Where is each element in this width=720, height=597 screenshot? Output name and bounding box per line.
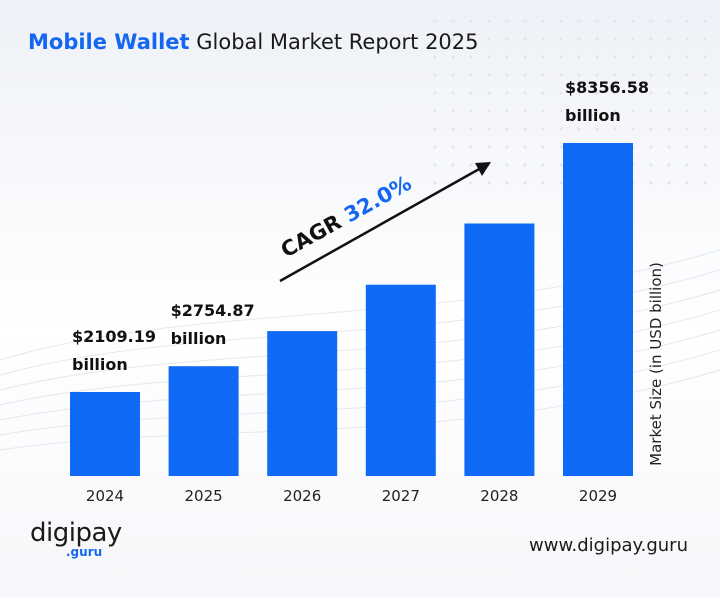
x-tick-label-2028: 2028: [480, 487, 518, 505]
title-rest: Global Market Report 2025: [189, 30, 479, 54]
y-axis-label: Market Size (in USD billion): [647, 262, 665, 466]
bar-2026: [267, 331, 338, 476]
data-label-unit: billion: [171, 329, 227, 348]
website-link[interactable]: www.digipay.guru: [529, 535, 688, 556]
x-tick-label-2024: 2024: [86, 487, 124, 505]
digipay-logo: digipay .guru: [30, 520, 122, 558]
data-label-value: $2754.87: [171, 301, 255, 320]
title-accent: Mobile Wallet: [28, 30, 190, 54]
data-label-2024: $2109.19 billion: [72, 327, 156, 374]
cagr-annotation: CAGR 32.0%: [277, 162, 491, 283]
page-title: Mobile Wallet Global Market Report 2025: [28, 30, 479, 54]
bar-2024: [70, 392, 140, 476]
x-tick-label-2027: 2027: [382, 487, 420, 505]
labels-layer: 2024 2025 2026 2027 2028 2029$2109.19 billion$…: [72, 78, 649, 505]
data-label-2029: $8356.58 billion: [565, 78, 649, 125]
cagr-arrow-head: [475, 162, 491, 176]
cagr-prefix: CAGR: [277, 206, 352, 262]
logo-sub-text: .guru: [66, 545, 103, 559]
data-label-unit: billion: [565, 106, 621, 125]
data-label-unit: billion: [72, 355, 128, 374]
data-label-2025: $2754.87 billion: [171, 301, 255, 348]
cagr-value: 32.0%: [340, 171, 415, 227]
x-tick-label-2026: 2026: [283, 487, 321, 505]
bars-layer: [70, 143, 633, 476]
bar-2029: [563, 143, 633, 476]
cagr-arrow-line: [279, 166, 482, 283]
data-label-value: $2109.19: [72, 327, 156, 346]
bar-2027: [365, 284, 436, 476]
bar-2028: [464, 223, 535, 476]
data-label-value: $8356.58: [565, 78, 649, 97]
x-tick-label-2025: 2025: [185, 487, 223, 505]
x-tick-label-2029: 2029: [579, 487, 617, 505]
bar-2025: [168, 366, 239, 476]
logo-main-text: digipay: [30, 518, 122, 548]
